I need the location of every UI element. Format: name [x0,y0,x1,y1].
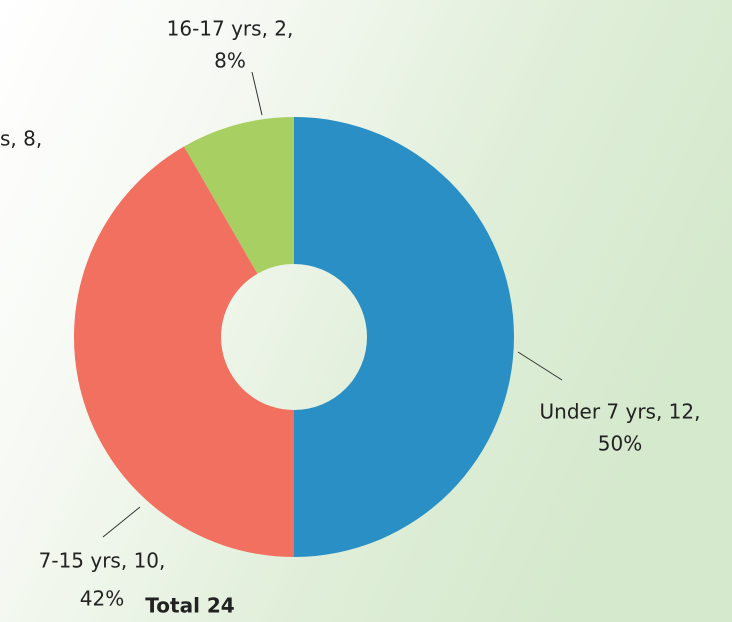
data-label: 8% [214,49,246,73]
data-label: 50% [598,432,642,456]
data-label: 16-17 yrs, 2, [167,17,294,41]
data-label: 7-15 yrs, 10, [39,549,166,573]
data-label: Under 7 yrs, 12, [540,400,701,424]
leader-line [517,351,563,381]
pie-slice [184,117,294,274]
annotation: s, 8, [0,127,42,151]
leader-line [102,506,141,538]
pie-slice [294,117,514,557]
pie-slice [73,146,294,557]
leader-line [251,71,263,116]
total-label: Total 24 [145,594,234,618]
data-label: 42% [80,587,124,611]
